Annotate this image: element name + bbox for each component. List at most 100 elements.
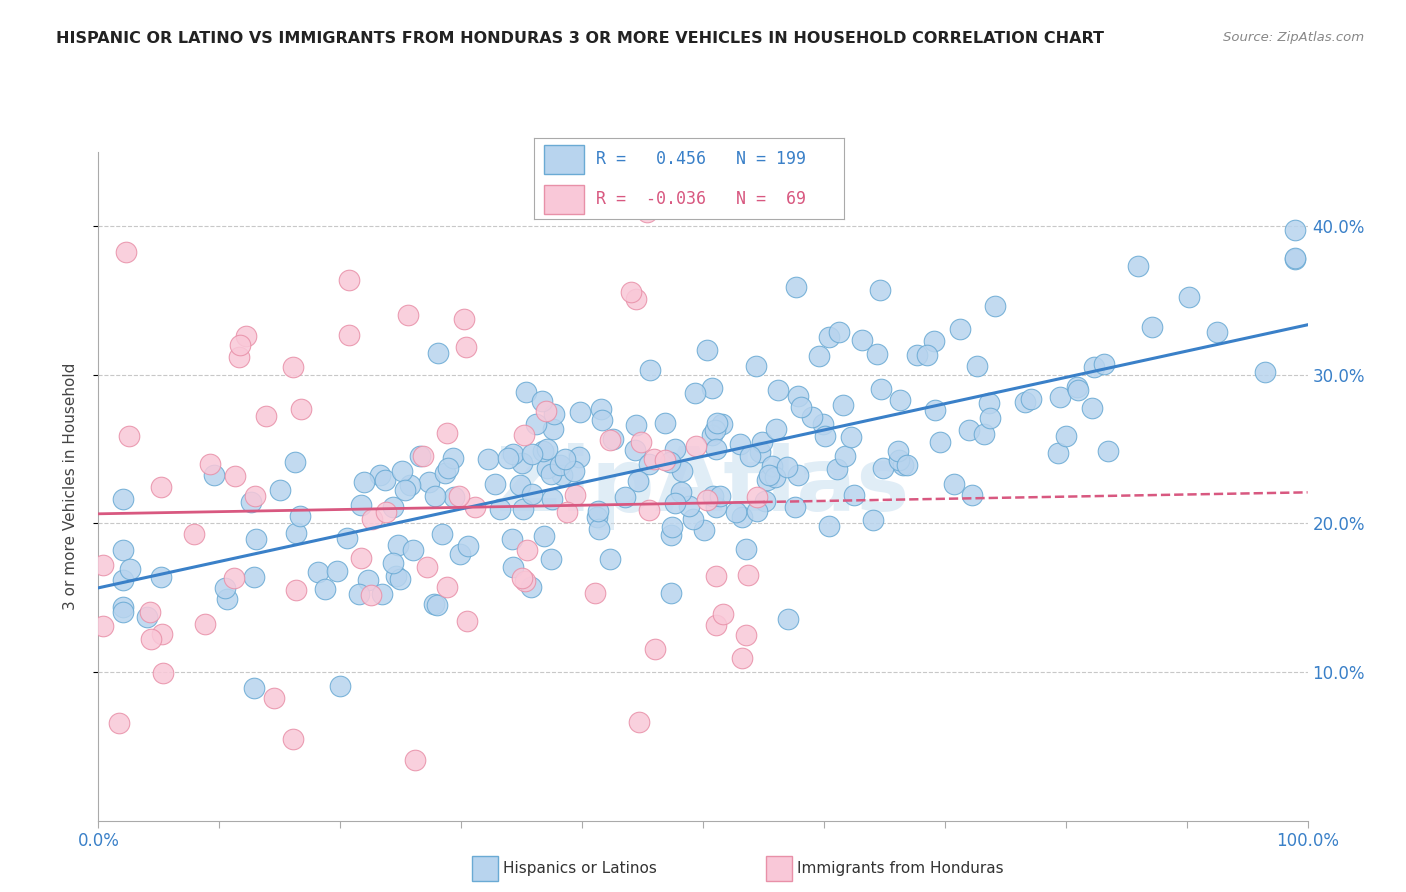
Point: [375, 505, 398, 519]
Point: [869, 283, 891, 297]
Point: [283, 732, 305, 747]
Point: [817, 518, 839, 533]
Point: [1014, 395, 1036, 409]
Point: [671, 464, 693, 478]
Point: [548, 458, 571, 472]
Point: [696, 343, 718, 358]
Point: [564, 488, 586, 502]
Point: [765, 422, 787, 436]
Point: [1254, 365, 1277, 379]
Point: [118, 562, 141, 576]
Point: [624, 292, 647, 306]
Point: [228, 338, 250, 352]
Point: [436, 425, 458, 440]
Point: [389, 572, 412, 586]
Point: [150, 627, 173, 641]
Point: [387, 538, 409, 552]
Point: [540, 551, 562, 566]
Point: [353, 475, 375, 489]
Point: [217, 591, 239, 606]
Point: [636, 204, 658, 219]
Point: [756, 473, 779, 487]
Point: [152, 665, 174, 680]
Point: [263, 691, 285, 706]
Point: [307, 565, 329, 579]
Point: [922, 334, 945, 348]
Point: [704, 618, 727, 632]
Point: [111, 543, 134, 558]
Point: [512, 501, 534, 516]
Point: [866, 347, 889, 361]
Point: [432, 526, 454, 541]
Point: [541, 422, 564, 436]
Point: [540, 467, 562, 482]
Point: [541, 492, 564, 507]
Point: [371, 587, 394, 601]
Point: [586, 509, 609, 524]
Point: [751, 435, 773, 450]
Point: [228, 350, 250, 364]
Point: [425, 489, 447, 503]
Point: [198, 457, 221, 471]
Point: [149, 480, 172, 494]
Point: [569, 405, 592, 419]
Point: [111, 599, 134, 614]
Text: R =   0.456   N = 199: R = 0.456 N = 199: [596, 150, 806, 168]
Point: [783, 500, 806, 514]
Point: [731, 650, 754, 665]
Point: [828, 325, 851, 339]
Point: [589, 402, 612, 417]
Point: [702, 489, 724, 503]
Point: [1284, 223, 1306, 237]
Point: [1054, 429, 1077, 443]
Point: [664, 442, 686, 456]
Point: [91, 619, 114, 633]
Point: [243, 681, 266, 695]
Point: [801, 410, 824, 425]
Point: [957, 424, 980, 438]
Point: [536, 461, 558, 475]
Point: [314, 582, 336, 597]
Point: [638, 363, 661, 377]
Point: [785, 279, 807, 293]
Point: [281, 359, 304, 374]
Point: [758, 467, 780, 482]
Point: [222, 571, 245, 585]
Point: [983, 299, 1005, 313]
Text: ZipAtlas: ZipAtlas: [496, 442, 910, 530]
Point: [91, 558, 114, 572]
Point: [704, 568, 727, 582]
Point: [1284, 251, 1306, 265]
Point: [872, 461, 894, 475]
Point: [557, 505, 579, 519]
Point: [245, 532, 267, 546]
Point: [139, 605, 162, 619]
Point: [700, 428, 723, 442]
Point: [734, 541, 756, 556]
Point: [118, 429, 141, 443]
Point: [562, 464, 585, 478]
Point: [534, 404, 557, 418]
Point: [1092, 357, 1115, 371]
Point: [749, 444, 772, 458]
Point: [834, 449, 856, 463]
Point: [776, 460, 799, 475]
Point: [737, 568, 759, 582]
Point: [111, 606, 134, 620]
Point: [484, 477, 506, 491]
Point: [740, 449, 762, 463]
Point: [586, 504, 609, 518]
Point: [825, 461, 848, 475]
Point: [111, 573, 134, 587]
Point: [896, 458, 918, 472]
Point: [744, 359, 766, 373]
Point: [790, 400, 813, 414]
Point: [889, 392, 911, 407]
Point: [536, 442, 558, 456]
Point: [817, 330, 839, 344]
Point: [839, 430, 862, 444]
Point: [394, 483, 416, 497]
Point: [242, 570, 264, 584]
Point: [787, 389, 810, 403]
Point: [702, 381, 724, 395]
